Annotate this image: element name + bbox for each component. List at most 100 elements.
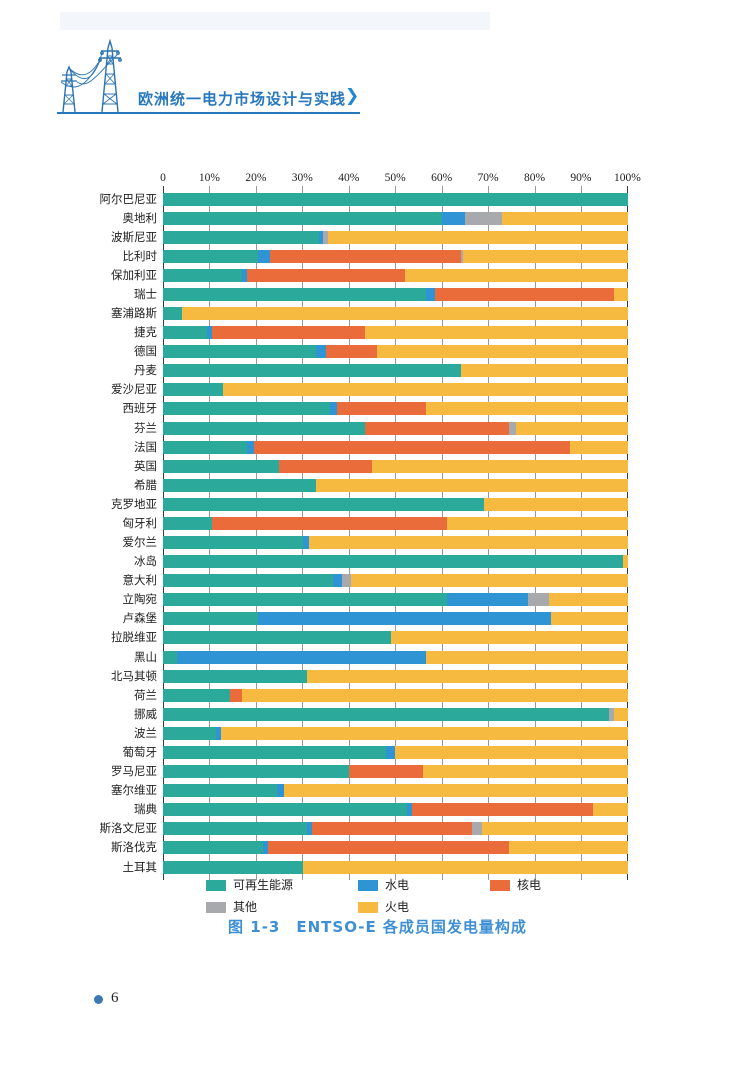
axis-tick-label: 70%: [477, 172, 499, 184]
legend-item-thermal: 火电: [358, 901, 409, 913]
country-label: 斯洛文尼亚: [99, 821, 158, 836]
bar-segment-renewable: [163, 841, 263, 855]
bar-segment-nuclear: [325, 345, 377, 359]
bar-segment-renewable: [163, 364, 461, 378]
country-label: 波斯尼亚: [111, 229, 157, 244]
bar-segment-renewable: [163, 440, 247, 454]
bar-segment-other: [342, 574, 352, 588]
gridline: [488, 186, 490, 880]
bar-segment-hydro: [276, 784, 284, 798]
bar-row: [163, 192, 628, 206]
bar-segment-nuclear: [337, 402, 426, 416]
bar-segment-renewable: [163, 268, 243, 282]
bar-row: [163, 211, 628, 225]
chevron-right-icon: ❯: [345, 86, 360, 106]
country-label: 保加利亚: [111, 267, 157, 282]
gridline: [627, 186, 629, 880]
legend-swatch-hydro: [358, 879, 378, 891]
legend-swatch-nuclear: [490, 879, 510, 891]
country-label: 葡萄牙: [122, 744, 158, 759]
bar-segment-renewable: [163, 631, 391, 645]
bar-segment-renewable: [163, 326, 208, 340]
book-title: 欧洲统一电力市场设计与实践: [138, 90, 347, 108]
legend-swatch-renewable: [206, 879, 226, 891]
bar-row: [163, 745, 628, 759]
bar-segment-thermal: [446, 516, 628, 530]
bar-segment-thermal: [593, 803, 628, 817]
bar-segment-other: [472, 822, 482, 836]
bar-segment-renewable: [163, 287, 426, 301]
bar-segment-renewable: [163, 669, 308, 683]
bar-segment-thermal: [302, 860, 628, 874]
bar-segment-thermal: [614, 707, 628, 721]
legend-label: 火电: [385, 900, 410, 914]
bar-segment-thermal: [283, 784, 628, 798]
bar-segment-hydro: [316, 345, 326, 359]
bar-row: [163, 803, 628, 817]
country-label: 拉脱维亚: [111, 630, 157, 645]
bar-row: [163, 631, 628, 645]
bar-segment-other: [528, 593, 549, 607]
bar-segment-renewable: [163, 726, 217, 740]
bar-row: [163, 249, 628, 263]
bar-row: [163, 765, 628, 779]
legend-label: 核电: [517, 878, 542, 892]
country-label: 卢森堡: [122, 611, 158, 626]
bar-segment-nuclear: [230, 688, 243, 702]
bar-segment-hydro: [258, 249, 270, 263]
axis-tick-label: 60%: [431, 172, 453, 184]
legend-label: 水电: [385, 878, 410, 892]
bar-segment-hydro: [318, 230, 324, 244]
bar-segment-nuclear: [211, 326, 366, 340]
country-label: 北马其顿: [111, 668, 157, 683]
bar-segment-thermal: [223, 383, 628, 397]
bar-segment-renewable: [163, 478, 317, 492]
bar-segment-thermal: [548, 593, 628, 607]
bar-segment-nuclear: [311, 822, 473, 836]
bar-segment-thermal: [569, 440, 628, 454]
country-label: 捷克: [134, 325, 157, 340]
bar-row: [163, 287, 628, 301]
bar-segment-thermal: [481, 822, 628, 836]
country-label: 土耳其: [122, 859, 158, 874]
bar-segment-renewable: [163, 784, 277, 798]
bar-row: [163, 784, 628, 798]
bar-segment-thermal: [372, 459, 628, 473]
bar-segment-nuclear: [246, 268, 405, 282]
country-label: 法国: [134, 439, 157, 454]
gridline: [534, 186, 536, 880]
country-label: 挪威: [134, 706, 157, 721]
bar-segment-renewable: [163, 459, 280, 473]
country-label: 黑山: [134, 649, 157, 664]
country-label: 克罗地亚: [111, 496, 157, 511]
bar-segment-hydro: [216, 726, 222, 740]
bar-segment-thermal: [423, 765, 628, 779]
axis-tick-label: 0: [160, 172, 166, 184]
bar-row: [163, 688, 628, 702]
country-label: 阿尔巴尼亚: [99, 191, 158, 206]
gridline: [395, 186, 397, 880]
bar-segment-renewable: [163, 421, 366, 435]
bar-segment-other: [323, 230, 329, 244]
bar-segment-hydro: [207, 326, 212, 340]
bar-segment-renewable: [163, 211, 442, 225]
country-label: 比利时: [122, 248, 158, 263]
country-label: 冰岛: [134, 554, 157, 569]
bar-segment-thermal: [425, 650, 628, 664]
bar-segment-other: [509, 421, 517, 435]
bar-segment-hydro: [407, 803, 412, 817]
bar-segment-nuclear: [279, 459, 373, 473]
gridline: [302, 186, 304, 880]
bar-row: [163, 478, 628, 492]
bar-segment-nuclear: [253, 440, 570, 454]
bar-segment-hydro: [246, 440, 254, 454]
bar-segment-renewable: [163, 516, 212, 530]
bar-row: [163, 612, 628, 626]
bar-row: [163, 421, 628, 435]
gridline: [163, 186, 164, 880]
page-number-dot: [94, 995, 103, 1004]
bar-row: [163, 440, 628, 454]
legend-item-hydro: 水电: [358, 879, 409, 891]
bar-segment-renewable: [163, 688, 231, 702]
country-label: 荷兰: [134, 687, 157, 702]
